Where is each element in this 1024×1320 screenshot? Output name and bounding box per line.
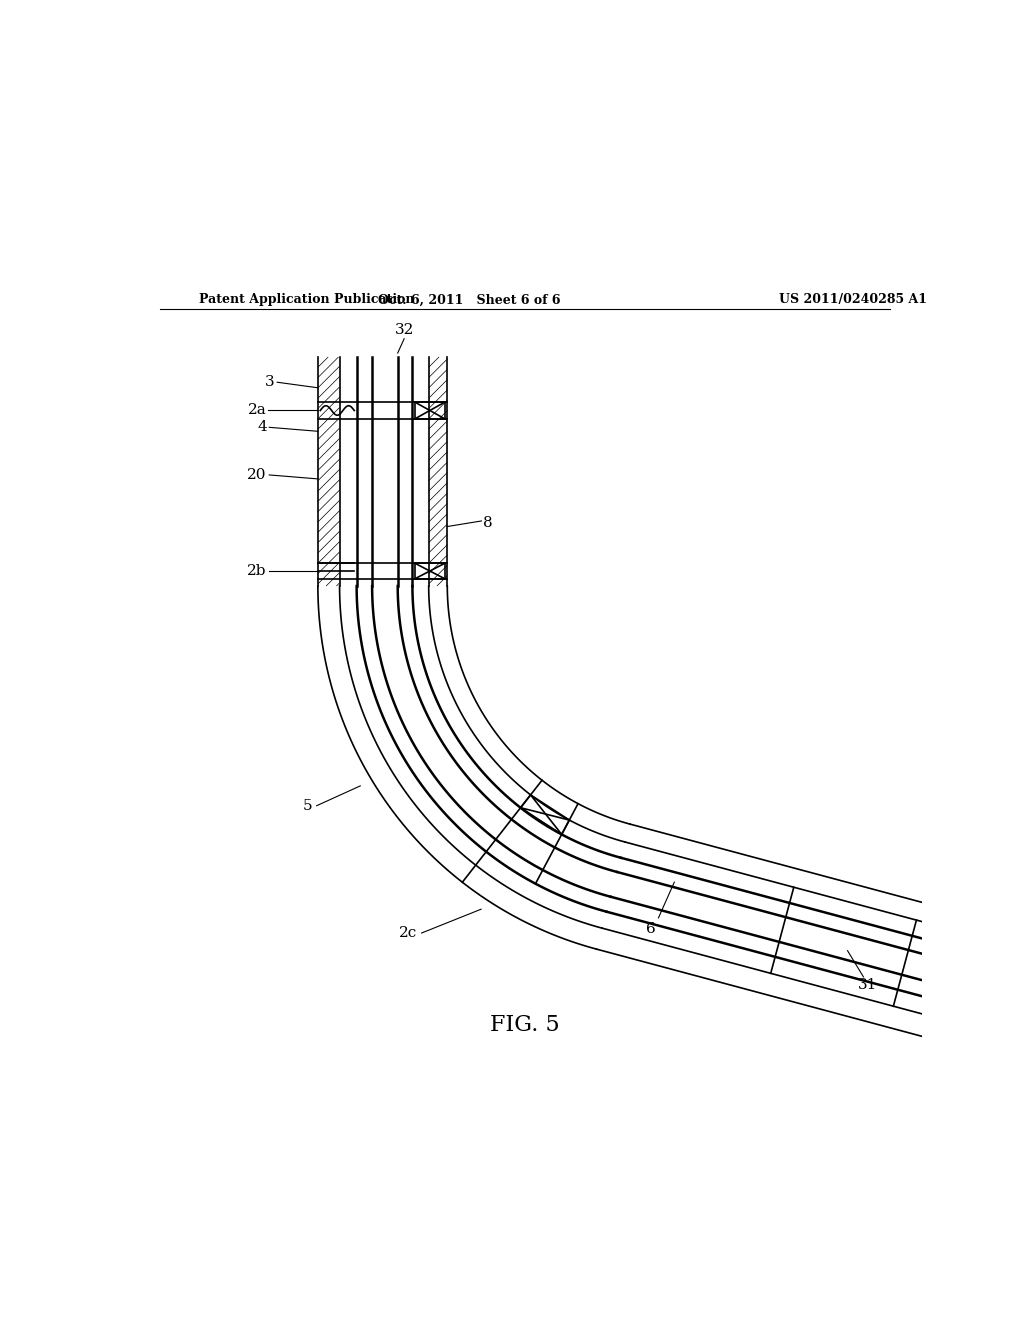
Text: 4: 4 xyxy=(257,420,267,434)
Text: 2a: 2a xyxy=(248,404,267,417)
Text: Patent Application Publication: Patent Application Publication xyxy=(200,293,415,306)
Text: US 2011/0240285 A1: US 2011/0240285 A1 xyxy=(778,293,927,306)
Text: 2c: 2c xyxy=(399,927,418,940)
Text: 32: 32 xyxy=(394,323,414,337)
Text: 20: 20 xyxy=(248,467,267,482)
Text: 2b: 2b xyxy=(248,564,267,578)
Text: FIG. 5: FIG. 5 xyxy=(490,1014,559,1036)
Text: 31: 31 xyxy=(858,978,878,993)
Text: 5: 5 xyxy=(303,799,312,813)
Text: 3: 3 xyxy=(265,375,274,389)
Text: 8: 8 xyxy=(483,516,493,529)
Text: 6: 6 xyxy=(646,921,655,936)
Text: Oct. 6, 2011   Sheet 6 of 6: Oct. 6, 2011 Sheet 6 of 6 xyxy=(378,293,560,306)
